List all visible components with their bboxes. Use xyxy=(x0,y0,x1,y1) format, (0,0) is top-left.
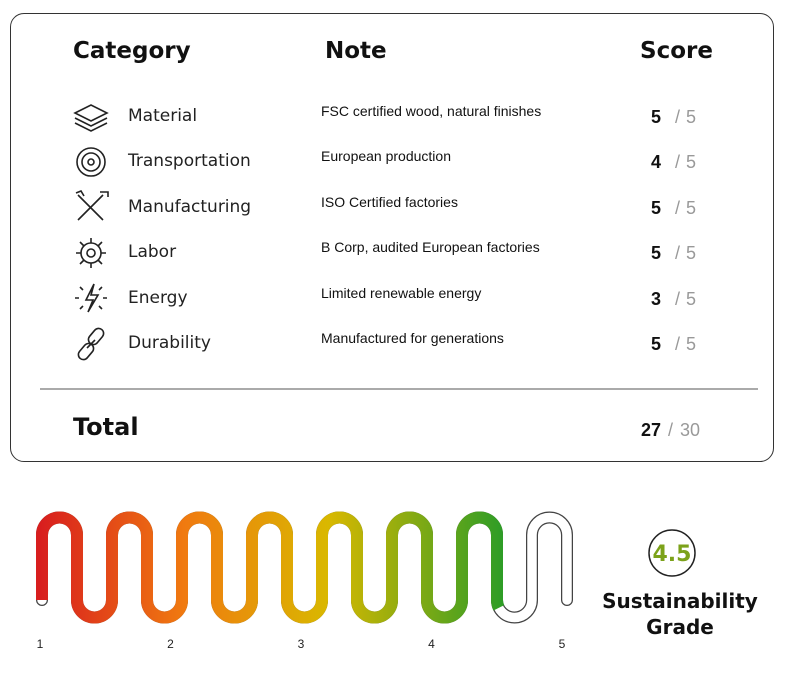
score: 4 xyxy=(651,152,662,173)
grade-value: 4.5 xyxy=(653,542,692,567)
score-separator: / xyxy=(675,197,681,218)
icons xyxy=(73,104,109,361)
note: ISO Certified factories xyxy=(321,193,458,210)
score: 5 xyxy=(651,197,662,218)
total-label: Total xyxy=(73,413,139,441)
icon-material xyxy=(73,104,109,132)
gauge-tick-label: 5 xyxy=(559,637,566,651)
gauge-tick-label: 2 xyxy=(167,637,174,651)
icon-labor xyxy=(76,238,106,268)
gauge-tick-label: 1 xyxy=(37,637,44,651)
gauge-fill xyxy=(36,511,573,624)
icon-manufacturing xyxy=(75,190,109,221)
column-header: Note xyxy=(325,38,387,64)
total-separator: / xyxy=(668,420,674,440)
grade-circle xyxy=(648,529,696,577)
total-max: 30 xyxy=(680,420,701,440)
note: FSC certified wood, natural finishes xyxy=(321,103,542,119)
total-score: 27 xyxy=(641,420,662,440)
score: 5 xyxy=(651,107,662,127)
grade-label: Sustainability Grade xyxy=(602,589,758,639)
note: B Corp, audited European factories xyxy=(321,239,540,256)
category: Labor xyxy=(128,242,177,263)
gauge-outline xyxy=(36,511,573,624)
score: 5 xyxy=(651,334,662,354)
column-header: Category xyxy=(73,38,191,64)
score-separator: / xyxy=(675,243,681,264)
score-separator: / xyxy=(675,152,681,173)
icon-energy xyxy=(75,283,107,313)
category: Material xyxy=(128,106,198,126)
score-max: 5 xyxy=(686,197,697,218)
gauge-tick-label: 3 xyxy=(298,637,305,651)
icon-durability xyxy=(77,327,105,361)
score-max: 5 xyxy=(686,288,697,309)
column-header: Score xyxy=(640,38,713,64)
category: Manufacturing xyxy=(128,196,252,217)
score-separator: / xyxy=(675,334,681,354)
note: Manufactured for generations xyxy=(321,330,504,346)
score: 3 xyxy=(651,288,662,309)
icon-transport xyxy=(76,147,106,177)
gauge-tick-label: 4 xyxy=(428,637,435,651)
note: European production xyxy=(321,148,451,165)
score-separator: / xyxy=(675,288,681,309)
category: Transportation xyxy=(128,151,251,172)
score-card xyxy=(10,13,774,462)
category: Energy xyxy=(128,287,188,308)
score-separator: / xyxy=(675,107,681,127)
score: 5 xyxy=(651,243,662,264)
score-max: 5 xyxy=(686,334,697,354)
score-max: 5 xyxy=(686,152,697,173)
gauge-track xyxy=(37,512,572,623)
score-max: 5 xyxy=(686,107,697,127)
score-max: 5 xyxy=(686,243,697,264)
note: Limited renewable energy xyxy=(321,284,482,301)
category: Durability xyxy=(128,333,211,353)
